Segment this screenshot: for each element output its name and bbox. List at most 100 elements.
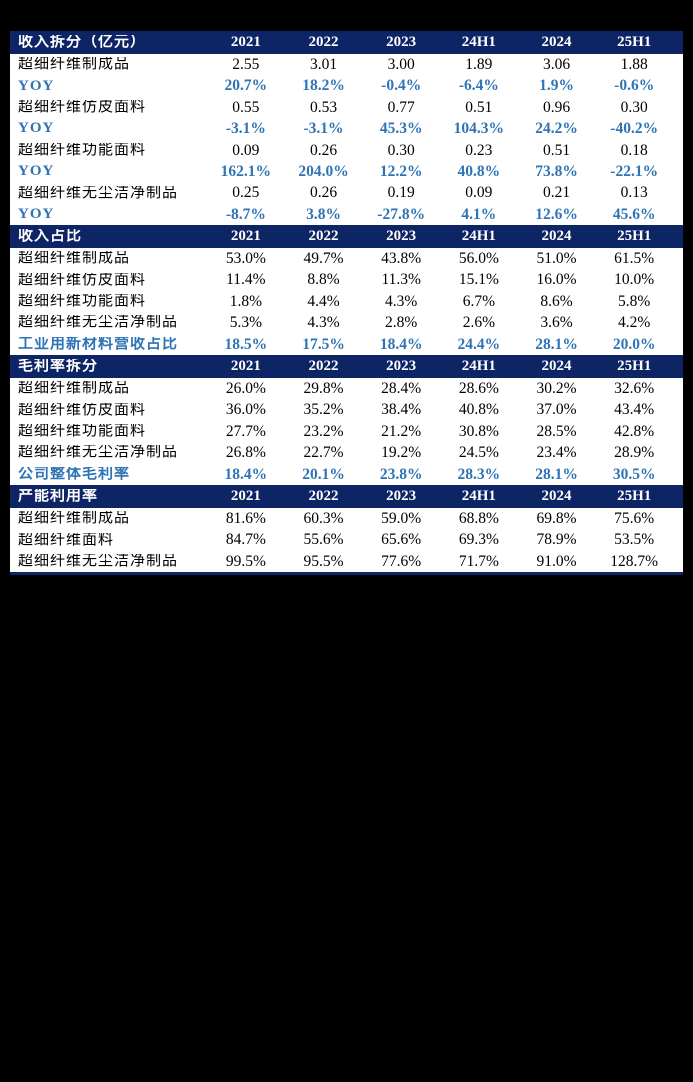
cell-value: 0.19 — [387, 185, 415, 201]
column-header: 24H1 — [461, 35, 496, 50]
cell-value: 3.8% — [306, 206, 341, 223]
cell-value: 21.2% — [381, 423, 422, 440]
cell-value: -6.4% — [458, 78, 499, 94]
cell-value: 51.0% — [536, 251, 577, 267]
cell-value: 162.1% — [220, 163, 272, 180]
column-header: 2024 — [541, 359, 572, 375]
column-header: 25H1 — [617, 359, 652, 375]
column-header: 2023 — [386, 489, 417, 505]
cell-value: 18.4% — [379, 336, 423, 353]
cell-value: 53.5% — [614, 532, 655, 548]
row-label: 超细纤维功能面料 — [18, 424, 147, 440]
cell-value: 0.13 — [620, 185, 648, 201]
cell-value: 15.1% — [458, 272, 499, 288]
cell-value: 4.2% — [618, 315, 651, 331]
table-row: 公司整体毛利率 18.4% 20.1% 23.8% 28.3% 28.1% 30.5% — [10, 463, 683, 486]
row-label: 超细纤维功能面料 — [18, 294, 147, 310]
column-header: 2024 — [541, 35, 572, 50]
cell-value: 26.0% — [225, 381, 266, 397]
cell-value: 20.1% — [302, 466, 345, 483]
cell-value: 12.2% — [379, 163, 423, 180]
cell-value: 60.3% — [303, 510, 344, 527]
cell-value: 37.0% — [536, 402, 577, 418]
cell-value: 71.7% — [458, 553, 499, 570]
section-title: 毛利率拆分 — [18, 359, 99, 375]
cell-value: -22.1% — [610, 163, 659, 180]
column-header: 25H1 — [617, 229, 652, 245]
cell-value: 30.5% — [612, 466, 656, 483]
column-header: 2024 — [541, 229, 572, 245]
row-label: 超细纤维仿皮面料 — [18, 99, 147, 115]
cell-value: 28.1% — [535, 466, 578, 483]
cell-value: 45.3% — [379, 121, 423, 137]
cell-value: 3.00 — [387, 56, 415, 73]
table-row: YOY 20.7% 18.2% -0.4% -6.4% 1.9% -0.6% — [10, 75, 683, 97]
cell-value: 104.3% — [453, 121, 505, 137]
column-header: 2021 — [230, 359, 261, 375]
cell-value: 69.3% — [458, 532, 499, 548]
column-header: 2023 — [386, 359, 417, 375]
cell-value: 73.8% — [535, 163, 578, 180]
cell-value: 2.55 — [232, 56, 260, 73]
row-label: 公司整体毛利率 — [18, 466, 131, 482]
cell-value: 4.4% — [307, 293, 340, 310]
cell-value: 27.7% — [225, 423, 266, 440]
row-label: YOY — [18, 164, 55, 180]
cell-value: 4.1% — [461, 206, 497, 223]
cell-value: 0.23 — [465, 142, 493, 158]
row-label: 超细纤维功能面料 — [18, 142, 147, 158]
column-header: 25H1 — [617, 489, 652, 505]
table-row: 超细纤维功能面料 27.7% 23.2% 21.2% 30.8% 28.5% 42.8% — [10, 420, 683, 443]
cell-value: 0.25 — [232, 185, 260, 201]
cell-value: 30.2% — [536, 381, 577, 397]
cell-value: 29.8% — [303, 381, 344, 397]
row-label: 超细纤维制成品 — [18, 57, 131, 73]
cell-value: 204.0% — [298, 163, 349, 180]
column-header: 2021 — [230, 489, 261, 505]
cell-value: 28.4% — [381, 381, 422, 397]
cell-value: 0.26 — [309, 185, 338, 201]
row-label: YOY — [18, 78, 55, 94]
cell-value: 0.30 — [387, 142, 415, 158]
table-row: 超细纤维制成品 2.55 3.01 3.00 1.89 3.06 1.88 — [10, 54, 683, 76]
cell-value: 68.8% — [458, 510, 499, 527]
cell-value: 3.6% — [540, 315, 573, 331]
cell-value: 28.3% — [457, 466, 501, 483]
cell-value: 0.18 — [620, 142, 648, 158]
cell-value: 30.8% — [458, 423, 499, 440]
table-row: 超细纤维仿皮面料 36.0% 35.2% 38.4% 40.8% 37.0% 43.4% — [10, 399, 683, 421]
cell-value: 24.4% — [457, 336, 501, 353]
column-header: 2022 — [308, 489, 339, 505]
table-row: 超细纤维功能面料 0.09 0.26 0.30 0.23 0.51 0.18 — [10, 139, 683, 161]
cell-value: 8.8% — [307, 272, 340, 288]
cell-value: 75.6% — [614, 510, 655, 527]
cell-value: 12.6% — [535, 206, 578, 223]
section-title: 收入拆分（亿元） — [18, 35, 147, 50]
row-label: 超细纤维无尘洁净制品 — [18, 185, 179, 201]
cell-value: 0.53 — [309, 99, 338, 116]
table-row: 超细纤维制成品 53.0% 49.7% 43.8% 56.0% 51.0% 61.5% — [10, 248, 683, 270]
cell-value: 5.3% — [229, 315, 262, 331]
cell-value: 1.88 — [620, 56, 648, 73]
cell-value: 2.6% — [462, 315, 495, 331]
cell-value: 78.9% — [536, 532, 577, 548]
table-row: YOY 162.1% 204.0% 12.2% 40.8% 73.8% -22.1% — [10, 160, 683, 183]
cell-value: -0.6% — [614, 78, 655, 94]
row-label: 超细纤维无尘洁净制品 — [18, 445, 179, 461]
cell-value: 65.6% — [381, 532, 422, 548]
table-row: 超细纤维无尘洁净制品 5.3% 4.3% 2.8% 2.6% 3.6% 4.2% — [10, 312, 683, 334]
cell-value: 22.7% — [303, 445, 344, 461]
cell-value: -3.1% — [225, 121, 266, 137]
cell-value: 49.7% — [303, 251, 344, 267]
column-header: 2022 — [308, 359, 339, 375]
cell-value: 1.89 — [465, 56, 493, 73]
cell-value: 0.09 — [232, 142, 260, 158]
cell-value: 77.6% — [381, 553, 422, 570]
cell-value: 0.30 — [620, 99, 648, 116]
table-row: 超细纤维面料 84.7% 55.6% 65.6% 69.3% 78.9% 53.5% — [10, 529, 683, 551]
table-row: 超细纤维无尘洁净制品 99.5% 95.5% 77.6% 71.7% 91.0% 128.7… — [10, 550, 683, 573]
cell-value: 1.8% — [229, 293, 262, 310]
cell-value: 42.8% — [614, 423, 655, 440]
cell-value: 18.5% — [224, 336, 268, 353]
